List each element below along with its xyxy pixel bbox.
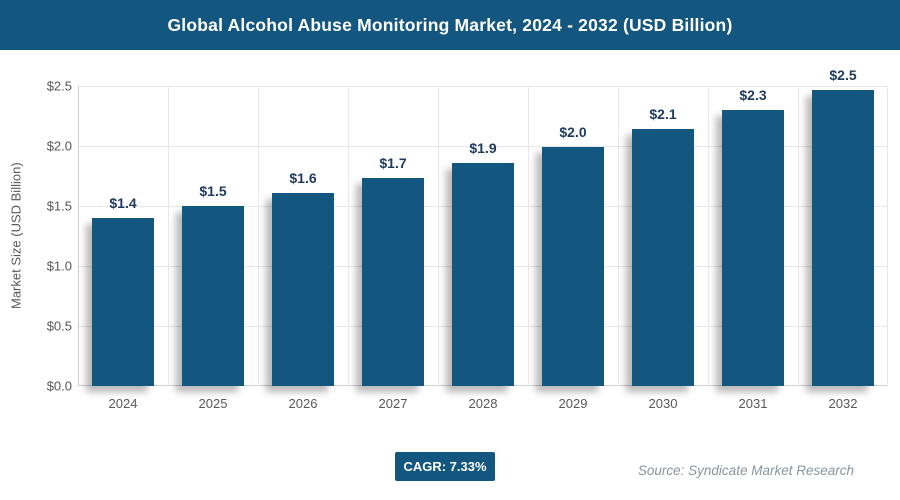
bar-2026 [272,192,334,386]
bar-value-label: $2.1 [649,106,677,123]
bar-2027 [362,178,424,386]
x-tick-label: 2029 [558,396,588,411]
y-axis-title: Market Size (USD Billion) [8,162,24,310]
cagr-badge: CAGR: 7.33% [395,452,495,481]
bar-value-label: $1.4 [109,195,137,211]
x-tick-label: 2026 [288,396,318,411]
x-tick-label: 2031 [738,396,768,411]
v-gridline [887,86,888,386]
bar-value-label: $1.5 [199,183,227,199]
bar-value-label: $1.9 [469,139,497,156]
v-gridline [528,86,529,386]
bar-2024 [92,218,154,386]
v-gridline [708,86,709,386]
bar-2025 [182,206,244,386]
bar-2031 [722,110,784,386]
y-tick-label: $2.5 [46,78,72,94]
v-gridline [618,86,619,386]
x-tick-label: 2032 [828,396,858,411]
bar-value-label: $1.6 [289,169,317,186]
y-axis-line [78,86,79,386]
y-tick-label: $0.5 [46,318,72,334]
v-gridline [258,86,259,386]
x-tick-label: 2025 [198,396,228,411]
x-tick-label: 2030 [648,396,678,411]
bar-2028 [452,162,514,386]
x-tick-label: 2027 [378,396,408,411]
bar-value-label: $1.7 [379,155,407,172]
bar-2030 [632,129,694,386]
bar-2029 [542,147,604,386]
source-note: Source: Syndicate Market Research [637,463,854,478]
y-tick-label: $2.0 [46,138,72,154]
y-tick-label: $1.0 [46,258,72,274]
cagr-label: CAGR: 7.33% [403,459,487,474]
bar-value-label: $2.0 [559,124,587,141]
bar-value-label: $2.3 [739,87,767,103]
y-tick-label: $0.0 [46,378,72,394]
plot-area: $1.4 $1.5 $1.6 $1.7 $1.9 $2.0 $2.1 $2.3 $2.5 [78,67,888,386]
v-gridline [348,86,349,386]
x-tick-label: 2024 [108,396,138,411]
y-axis-tick-labels: $0.0 $0.5 $1.0 $1.5 $2.0 $2.5 [24,79,72,394]
x-axis-labels: 2024 2025 2026 2027 2028 2029 2030 2031 2032 [78,396,888,414]
v-gridline [168,86,169,386]
y-tick-label: $1.5 [46,198,72,214]
v-gridline [798,86,799,386]
x-tick-label: 2028 [468,396,498,411]
h-gridline [78,146,888,147]
v-gridline [438,86,439,386]
chart-title-bar: Global Alcohol Abuse Monitoring Market, … [0,0,900,50]
h-gridline [78,86,888,87]
chart-title: Global Alcohol Abuse Monitoring Market, … [167,14,733,35]
bar-2032 [812,89,874,386]
bar-value-label: $2.5 [829,66,857,83]
